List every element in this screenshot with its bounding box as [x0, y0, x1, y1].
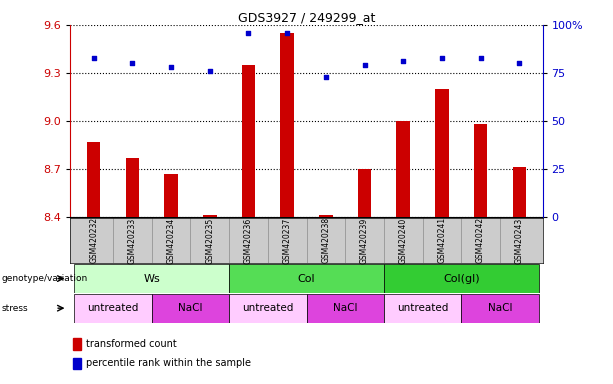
- Point: [437, 55, 447, 61]
- Bar: [280, 33, 294, 217]
- Text: GSM420243: GSM420243: [515, 217, 524, 263]
- Point: [205, 68, 215, 74]
- Point: [360, 62, 370, 68]
- Bar: [87, 142, 101, 217]
- Bar: [319, 215, 333, 217]
- Bar: [74, 264, 229, 293]
- Text: NaCl: NaCl: [333, 303, 357, 313]
- Bar: [73, 338, 81, 350]
- Text: Ws: Ws: [143, 273, 160, 284]
- Text: untreated: untreated: [242, 303, 294, 313]
- Bar: [474, 124, 487, 217]
- Text: GSM420236: GSM420236: [244, 217, 253, 263]
- Point: [514, 60, 524, 66]
- Bar: [461, 294, 539, 323]
- Bar: [126, 158, 139, 217]
- Bar: [164, 174, 178, 217]
- Text: untreated: untreated: [397, 303, 448, 313]
- Point: [321, 74, 331, 80]
- Text: GSM420237: GSM420237: [283, 217, 292, 263]
- Bar: [306, 294, 384, 323]
- Bar: [229, 264, 384, 293]
- Bar: [74, 294, 152, 323]
- Bar: [242, 65, 255, 217]
- Text: NaCl: NaCl: [488, 303, 512, 313]
- Text: GSM420233: GSM420233: [128, 217, 137, 263]
- Text: GSM420239: GSM420239: [360, 217, 369, 263]
- Bar: [512, 167, 526, 217]
- Bar: [384, 264, 539, 293]
- Bar: [358, 169, 371, 217]
- Text: percentile rank within the sample: percentile rank within the sample: [86, 358, 251, 368]
- Text: Col: Col: [298, 273, 315, 284]
- Bar: [435, 89, 449, 217]
- Text: GSM420235: GSM420235: [205, 217, 215, 263]
- Text: GSM420232: GSM420232: [89, 217, 98, 263]
- Point: [476, 55, 485, 61]
- Point: [243, 30, 253, 36]
- Text: stress: stress: [2, 304, 28, 313]
- Text: GSM420238: GSM420238: [321, 217, 330, 263]
- Text: NaCl: NaCl: [178, 303, 203, 313]
- Point: [282, 30, 292, 36]
- Bar: [73, 358, 81, 369]
- Text: untreated: untreated: [88, 303, 139, 313]
- Point: [398, 58, 408, 65]
- Text: GSM420240: GSM420240: [398, 217, 408, 263]
- Bar: [203, 215, 216, 217]
- Text: Col(gl): Col(gl): [443, 273, 479, 284]
- Text: GSM420241: GSM420241: [438, 217, 446, 263]
- Title: GDS3927 / 249299_at: GDS3927 / 249299_at: [238, 11, 375, 24]
- Point: [128, 60, 137, 66]
- Point: [89, 55, 99, 61]
- Text: genotype/variation: genotype/variation: [2, 274, 88, 283]
- Bar: [384, 294, 461, 323]
- Bar: [397, 121, 410, 217]
- Bar: [152, 294, 229, 323]
- Text: GSM420242: GSM420242: [476, 217, 485, 263]
- Bar: [229, 294, 306, 323]
- Text: GSM420234: GSM420234: [167, 217, 175, 263]
- Point: [166, 64, 176, 70]
- Text: transformed count: transformed count: [86, 339, 177, 349]
